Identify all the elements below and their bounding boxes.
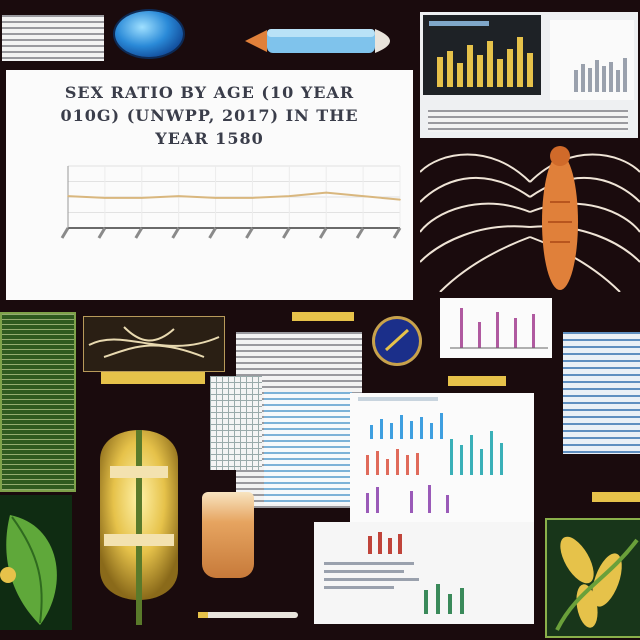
chart-title-line-1: SEX RATIO BY AGE (10 YEAR [64,83,355,102]
document-grid [210,376,262,470]
data-point [177,195,180,197]
x-tick-mark [134,227,144,239]
data-point [140,197,143,199]
main-line-chart [60,165,402,239]
dashboard-panel [420,12,638,138]
x-tick-mark [282,227,291,239]
x-tick-mark [97,227,107,239]
x-tick-mark [245,227,254,239]
pencil [198,612,298,618]
data-point [399,198,401,201]
dashboard-grey-chart [550,20,634,100]
x-tick-mark [171,227,180,239]
gold-label-strip [101,372,205,384]
chart-tick-marks [60,227,402,239]
right-blue-text-card [563,332,640,454]
bottom-chart-sheet [314,522,534,624]
corn-illustration [545,518,640,638]
chart-title-line-3: YEAR 1580 [155,129,264,148]
green-text-card [0,312,76,492]
main-chart-panel: SEX RATIO BY AGE (10 YEAR 010G) (UNWPP, … [6,70,413,300]
x-tick-mark [392,227,402,239]
data-point [325,191,328,194]
blue-badge [372,316,422,366]
gold-tag-mid [448,376,506,386]
x-tick-mark [208,227,217,239]
gold-tag-small [292,312,354,321]
dashboard-footer-text [428,110,628,132]
document-blue-rows [264,392,352,504]
x-tick-mark [318,227,328,239]
small-bar-card [440,298,552,358]
data-point [288,195,291,197]
multi-chart-sheet [350,393,534,523]
data-point [214,197,217,199]
amber-jar [202,492,254,578]
dashboard-dark-chart [423,15,541,95]
leaf-illustration [0,495,72,630]
insect-illustration [419,142,640,293]
chart-series [67,191,401,201]
seed-capsule-illustration [90,410,188,632]
data-point [251,197,254,199]
series-line [67,191,401,201]
x-tick-mark [60,227,70,239]
blue-gem [115,11,183,57]
data-point [104,197,106,199]
root-sketch [83,316,225,372]
data-point [67,195,69,197]
pen-capsule [245,24,405,58]
x-tick-mark [355,227,365,239]
data-point [362,195,364,197]
chart-title-line-2: 010G) (UNWPP, 2017) IN THE [60,106,359,125]
top-left-note [2,15,104,61]
gold-tag-right [592,492,640,502]
